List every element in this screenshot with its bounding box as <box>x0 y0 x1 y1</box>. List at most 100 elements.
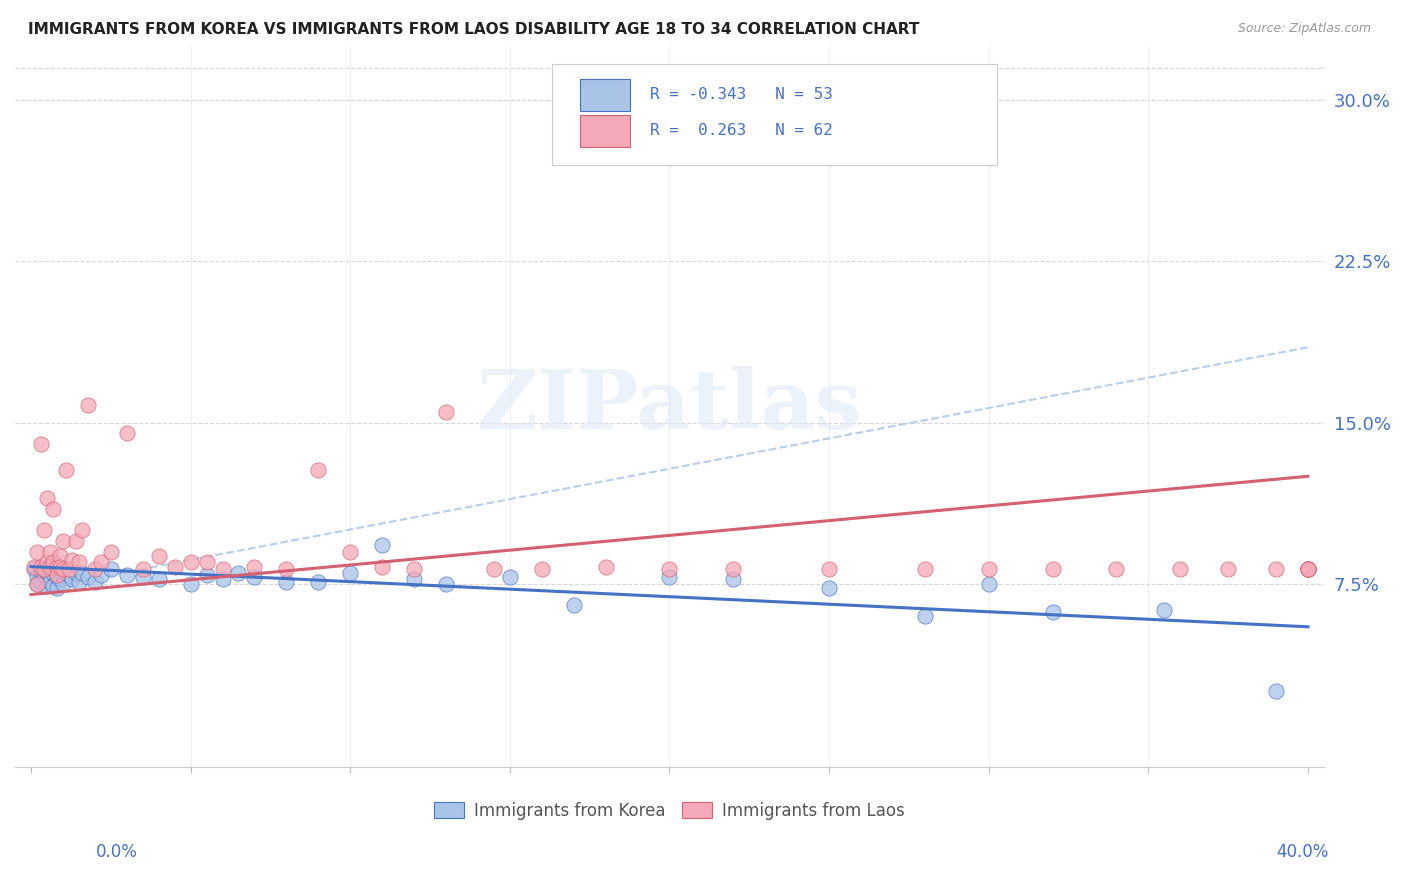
Point <box>32 523 55 537</box>
FancyBboxPatch shape <box>581 78 630 111</box>
Point <box>48 573 70 587</box>
Point <box>48 549 70 563</box>
Point <box>65 566 87 580</box>
Point <box>32 562 55 576</box>
Text: R = -0.343   N = 53: R = -0.343 N = 53 <box>650 87 832 102</box>
Point <box>70 523 93 537</box>
Point <box>1296 562 1319 576</box>
Point <box>1296 562 1319 576</box>
Point <box>45 570 67 584</box>
Point <box>1153 602 1175 616</box>
Point <box>65 533 87 548</box>
Point <box>1296 562 1319 576</box>
Point <box>339 566 361 580</box>
Point <box>27 576 49 591</box>
Point <box>115 426 138 441</box>
Point <box>339 544 361 558</box>
Point <box>52 568 75 582</box>
Point <box>371 538 394 552</box>
Point <box>45 568 67 582</box>
Point <box>27 570 49 584</box>
Point <box>243 559 266 574</box>
Point <box>195 568 218 582</box>
Point <box>211 573 233 587</box>
Point <box>402 562 425 576</box>
Point <box>55 463 77 477</box>
Point <box>55 566 77 580</box>
Point <box>115 568 138 582</box>
Point <box>1168 562 1191 576</box>
Point <box>914 609 936 624</box>
Point <box>35 579 58 593</box>
Point <box>39 544 62 558</box>
Point <box>52 562 75 576</box>
Point <box>723 562 745 576</box>
Point <box>914 562 936 576</box>
Point <box>307 463 329 477</box>
Point <box>42 555 65 569</box>
Point <box>45 581 67 595</box>
Point <box>35 555 58 569</box>
Point <box>27 544 49 558</box>
Point <box>39 559 62 574</box>
Point <box>562 599 585 613</box>
Point <box>67 555 90 569</box>
Point <box>30 437 52 451</box>
Point <box>39 574 62 589</box>
Point <box>77 570 100 584</box>
Point <box>52 576 75 591</box>
Point <box>35 491 58 505</box>
Point <box>90 555 112 569</box>
FancyBboxPatch shape <box>551 64 997 165</box>
Point <box>482 562 505 576</box>
Point <box>1265 684 1288 698</box>
Point <box>83 574 105 589</box>
Point <box>22 562 45 576</box>
Point <box>30 559 52 574</box>
Point <box>52 533 75 548</box>
Point <box>658 562 681 576</box>
Point <box>211 562 233 576</box>
Point <box>1296 562 1319 576</box>
Point <box>977 562 1000 576</box>
Point <box>243 570 266 584</box>
Point <box>70 566 93 580</box>
Point <box>27 576 49 591</box>
Point <box>276 574 298 589</box>
Point <box>818 581 841 595</box>
Point <box>42 501 65 516</box>
Point <box>62 573 84 587</box>
Point <box>180 576 202 591</box>
Point <box>163 559 186 574</box>
Point <box>58 562 80 576</box>
Point <box>1216 562 1239 576</box>
Point <box>148 573 170 587</box>
Point <box>402 573 425 587</box>
Point <box>818 562 841 576</box>
Point <box>39 568 62 582</box>
Point <box>22 559 45 574</box>
Point <box>42 579 65 593</box>
Point <box>180 555 202 569</box>
Point <box>195 555 218 569</box>
Point <box>1296 562 1319 576</box>
Point <box>32 568 55 582</box>
Point <box>100 562 122 576</box>
Text: Source: ZipAtlas.com: Source: ZipAtlas.com <box>1237 22 1371 36</box>
Point <box>62 553 84 567</box>
Point <box>42 566 65 580</box>
Point <box>595 559 617 574</box>
Point <box>100 544 122 558</box>
Point <box>90 568 112 582</box>
Point <box>131 562 153 576</box>
FancyBboxPatch shape <box>581 115 630 147</box>
Text: R =  0.263   N = 62: R = 0.263 N = 62 <box>650 123 832 138</box>
Point <box>131 570 153 584</box>
Point <box>276 562 298 576</box>
Point <box>307 574 329 589</box>
Point <box>45 559 67 574</box>
Point <box>30 566 52 580</box>
Point <box>1296 562 1319 576</box>
Point <box>30 574 52 589</box>
Point <box>1042 562 1064 576</box>
